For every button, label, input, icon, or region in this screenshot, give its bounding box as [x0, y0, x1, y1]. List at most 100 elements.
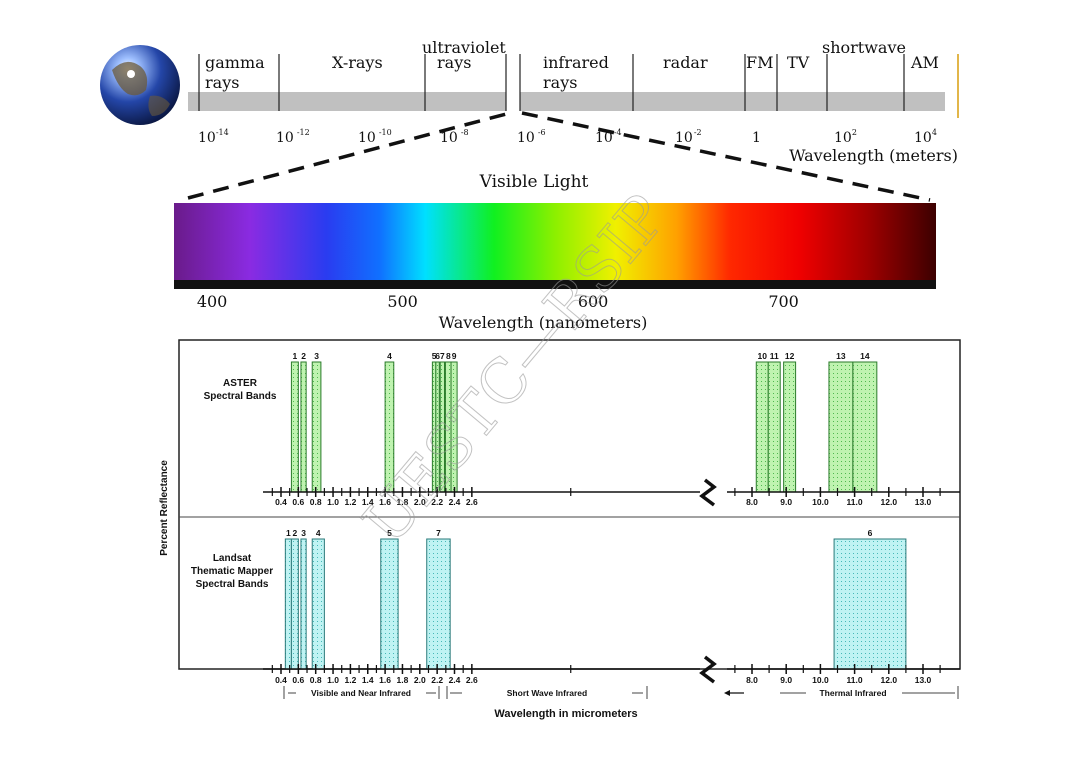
em-spectrum-bar — [520, 92, 945, 111]
axis-tick-label: 10.0 — [812, 497, 829, 507]
region-range-vnir: Visible and Near Infrared — [283, 686, 440, 699]
axis-tick-label: 12.0 — [881, 497, 898, 507]
spectrum-tick-label: 10 -10 — [358, 128, 392, 146]
region-range-tir: Thermal Infrared — [780, 686, 959, 699]
visible-light-title: Visible Light — [479, 172, 589, 192]
band-number-label: 3 — [314, 351, 319, 361]
band-number-label: 10 — [758, 351, 768, 361]
axis-tick-label: 12.0 — [881, 675, 898, 685]
aster-label: Spectral Bands — [204, 391, 277, 402]
spectral-band — [284, 538, 292, 670]
visible-light-spectrum: Visible Light 400 500 600 700 Wavelength… — [174, 172, 936, 332]
em-spectrum-bar — [188, 92, 506, 111]
axis-tick-label: 8.0 — [746, 497, 758, 507]
landsat-axis: 0.4 0.6 0.8 1.0 1.2 1.4 1.6 1.8 2.0 2.2 2.4 2.6 8.0 9… — [263, 664, 960, 685]
visible-axis-label: Wavelength (nanometers) — [439, 313, 648, 332]
region-label-ultraviolet: ultraviolet — [422, 38, 506, 57]
spectrum-tick-label: 10 -6 — [517, 128, 546, 146]
spectral-band — [426, 538, 451, 670]
spectrum-axis-label: Wavelength (meters) — [789, 146, 958, 165]
band-number-label: 9 — [452, 351, 457, 361]
axis-tick-label: 9.0 — [780, 497, 792, 507]
axis-tick-label: 0.8 — [310, 497, 322, 507]
spectrum-tick-label: 10-14 — [198, 128, 229, 146]
visible-tick-labels: 400 500 600 700 — [197, 292, 799, 311]
axis-tick-label: 0.8 — [310, 675, 322, 685]
bands-chart: Percent Reflectance ASTER Spectral Bands… — [159, 339, 961, 720]
band-number-label: 7 — [436, 528, 441, 538]
globe-icon — [100, 45, 180, 125]
axis-tick-label: 13.0 — [915, 497, 932, 507]
region-range-swir: Short Wave Infrared — [446, 686, 648, 699]
axis-break-icon — [699, 478, 717, 507]
region-label-swir: Short Wave Infrared — [507, 688, 587, 698]
spectrum-tick-label: 10 -12 — [276, 128, 310, 146]
axis-tick-label: 11.0 — [847, 497, 863, 507]
axis-tick-label: 2.2 — [431, 675, 443, 685]
spectral-band — [852, 361, 878, 493]
visible-light-bar — [174, 203, 936, 280]
axis-tick-label: 2.6 — [466, 675, 478, 685]
axis-tick-label: 10.0 — [812, 675, 829, 685]
band-number-label: 5 — [432, 351, 437, 361]
spectrum-tick-label: 102 — [834, 128, 857, 146]
spectral-band — [783, 361, 797, 493]
landsat-label: Landsat — [213, 553, 252, 564]
band-number-label: 12 — [785, 351, 795, 361]
spectrum-tick-labels: 10-14 10 -12 10 -10 10 -8 10 -6 10-4 10-2 1 … — [198, 128, 937, 146]
bands-x-axis-label: Wavelength in micrometers — [494, 708, 637, 720]
axis-tick-label: 2.0 — [414, 675, 426, 685]
band-number-label: 4 — [316, 528, 321, 538]
spectrum-tick-label: 10-4 — [595, 128, 622, 146]
axis-tick-label: 11.0 — [847, 675, 863, 685]
spectral-band — [767, 361, 781, 493]
axis-tick-label: 2.4 — [449, 497, 461, 507]
axis-tick-label: 2.0 — [414, 497, 426, 507]
spectral-band — [311, 361, 322, 493]
band-number-label: 4 — [387, 351, 392, 361]
region-label-vnir: Visible and Near Infrared — [311, 688, 411, 698]
spectrum-tick-label: 104 — [914, 128, 937, 146]
axis-break-icon — [699, 655, 717, 684]
spectrum-tick-label: 1 — [752, 130, 761, 146]
spectral-band — [828, 361, 854, 493]
axis-tick-label: 1.0 — [327, 497, 339, 507]
band-number-label: 6 — [435, 351, 440, 361]
axis-tick-label: 2.2 — [431, 497, 443, 507]
axis-tick-label: 1.6 — [379, 675, 391, 685]
axis-tick-label: 1.2 — [344, 675, 356, 685]
aster-axis: 0.4 0.6 0.8 1.0 1.2 1.4 1.6 1.8 2.0 2.2 2.4 2.6 8.0 9… — [263, 487, 960, 507]
band-number-label: 1 — [293, 351, 298, 361]
axis-tick-label: 13.0 — [915, 675, 932, 685]
band-number-label: 11 — [770, 351, 779, 361]
spectral-band — [311, 538, 325, 670]
axis-tick-label: 0.6 — [292, 497, 304, 507]
axis-tick-label: 2.4 — [449, 675, 461, 685]
axis-tick-label: 0.4 — [275, 497, 287, 507]
axis-tick-label: 9.0 — [780, 675, 792, 685]
region-label-infrared-rays: rays — [543, 73, 577, 92]
axis-tick-label: 0.6 — [292, 675, 304, 685]
visible-tick-label: 400 — [197, 292, 228, 311]
spectral-band — [300, 361, 307, 493]
band-number-label: 5 — [387, 528, 392, 538]
landsat-label: Thematic Mapper — [191, 566, 273, 577]
region-label-gamma: gamma — [205, 53, 265, 72]
spectral-band — [290, 361, 299, 493]
region-label-tir: Thermal Infrared — [819, 688, 886, 698]
axis-tick-label: 1.8 — [397, 675, 409, 685]
visible-tick-label: 700 — [768, 292, 799, 311]
region-label-shortwave: shortwave — [822, 38, 906, 57]
axis-tick-label: 1.0 — [327, 675, 339, 685]
zoom-indicator-lines — [187, 111, 931, 202]
region-label-radar: radar — [663, 53, 708, 72]
region-label-fm: FM — [746, 53, 773, 72]
visible-tick-label: 600 — [578, 292, 609, 311]
axis-tick-label: 2.6 — [466, 497, 478, 507]
wavelength-region-ranges: Visible and Near Infrared Short Wave Inf… — [283, 686, 959, 699]
axis-tick-label: 1.4 — [362, 675, 374, 685]
spectrum-dividers — [198, 54, 905, 111]
band-number-label: 2 — [293, 528, 298, 538]
